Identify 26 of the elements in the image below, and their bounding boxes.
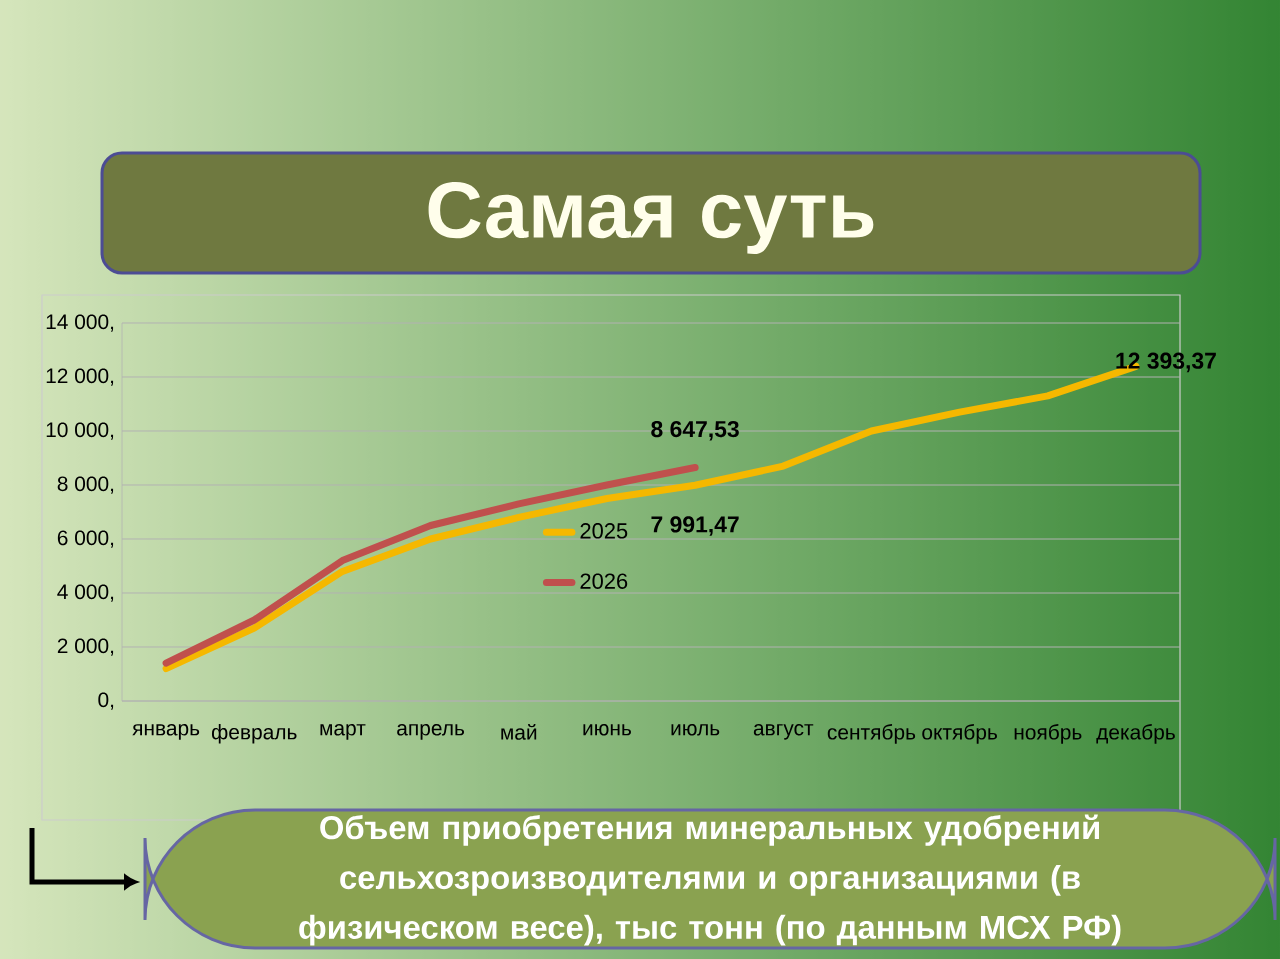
legend-label: 2025	[580, 523, 628, 539]
x-tick-label: август	[753, 724, 814, 740]
y-tick-label: 12 000,	[46, 368, 114, 386]
y-tick-label: 10 000,	[46, 422, 114, 440]
x-tick-label: сентябрь	[827, 724, 916, 744]
x-tick-label: апрель	[397, 724, 465, 740]
x-tick-label: декабрь	[1096, 724, 1175, 744]
y-tick-label: 2 000,	[57, 638, 114, 656]
text: Объем приобретения минеральных удобрений сельхозроизводителями и организациями (в физическом весе), тыс тонн (по данным МСХ РФ)	[299, 814, 1121, 946]
y-tick-label: 8 000,	[57, 476, 114, 494]
y-tick-label: 14 000,	[46, 314, 114, 332]
x-tick-label: ноябрь	[1014, 724, 1082, 744]
x-tick-label: февраль	[211, 724, 297, 744]
x-tick-label: январь	[132, 724, 200, 740]
y-tick-label: 6 000,	[57, 530, 114, 548]
chart-title: Самая суть	[428, 181, 874, 255]
y-tick-label: 0,	[98, 692, 114, 710]
data-label: 8 647,53	[651, 420, 739, 441]
y-tick-label: 4 000,	[57, 584, 114, 602]
x-tick-label: октябрь	[922, 724, 997, 744]
x-tick-label: июнь	[583, 724, 631, 736]
x-tick-label: июль	[671, 724, 720, 736]
legend-label: 2026	[580, 573, 628, 589]
x-tick-label: май	[501, 724, 537, 740]
data-label: 7 991,47	[651, 516, 739, 536]
x-tick-label: март	[320, 724, 366, 740]
